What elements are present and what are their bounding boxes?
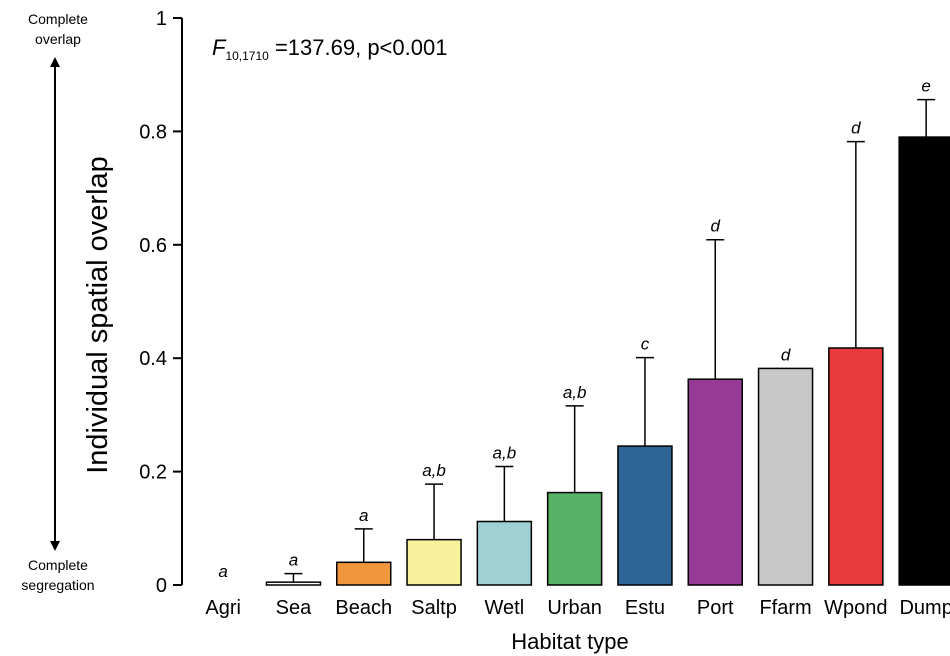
- bar-beach: [336, 561, 392, 586]
- significance-label-dump: e: [921, 77, 930, 96]
- side-label-top-line1: Complete: [28, 11, 88, 27]
- x-tick-label-wpond: Wpond: [824, 597, 887, 619]
- x-tick-label-beach: Beach: [335, 597, 392, 619]
- bar-ffarm: [757, 367, 814, 586]
- significance-label-wpond: d: [851, 119, 861, 138]
- significance-label-saltp: a,b: [422, 461, 446, 480]
- x-tick-label-agri: Agri: [205, 597, 241, 619]
- side-label-bottom-line1: Complete: [28, 557, 88, 573]
- y-tick-label-4: 0.8: [139, 121, 167, 143]
- bar-urban: [546, 491, 603, 586]
- y-tick-label-3: 0.6: [139, 235, 167, 257]
- x-axis-title: Habitat type: [511, 629, 628, 654]
- side-label-bottom-line2: segregation: [21, 577, 94, 593]
- bar-sea: [265, 581, 322, 586]
- y-tick-label-2: 0.4: [139, 348, 167, 370]
- significance-label-port: d: [711, 217, 721, 236]
- x-tick-label-urban: Urban: [547, 597, 601, 619]
- significance-label-beach: a: [359, 506, 368, 525]
- x-tick-label-port: Port: [697, 597, 734, 619]
- plot-area: 0 0.2 0.4 0.6 0.8 1 a Agri a Sea a Beach a,b Saltp a,b…: [139, 8, 950, 619]
- x-tick-label-estu: Estu: [625, 597, 665, 619]
- bar-wetl: [476, 520, 533, 586]
- bar-port: [687, 378, 743, 586]
- y-tick-label-5: 1: [156, 8, 167, 30]
- side-label-top-line2: overlap: [35, 31, 81, 47]
- y-tick-label-0: 0: [156, 575, 167, 597]
- y-axis-title: Individual spatial overlap: [82, 156, 114, 474]
- x-tick-label-saltp: Saltp: [411, 597, 457, 619]
- significance-label-ffarm: d: [781, 345, 791, 364]
- stat-subscript: 10,1710: [225, 49, 269, 63]
- stat-symbol: F: [212, 35, 227, 60]
- bar-estu: [617, 445, 673, 586]
- bar-dump: [898, 136, 950, 586]
- significance-label-agri: a: [218, 562, 227, 581]
- x-tick-label-sea: Sea: [276, 597, 312, 619]
- stat-rest: =137.69, p<0.001: [269, 35, 448, 60]
- bar-wpond: [828, 347, 884, 586]
- significance-label-urban: a,b: [563, 383, 587, 402]
- stat-annotation: F10,1710 =137.69, p<0.001: [212, 35, 447, 63]
- x-tick-label-ffarm: Ffarm: [759, 597, 811, 619]
- x-tick-label-dump: Dump: [899, 597, 950, 619]
- bar-saltp: [406, 538, 462, 586]
- significance-label-sea: a: [289, 551, 298, 570]
- y-tick-label-1: 0.2: [139, 462, 167, 484]
- x-tick-label-wetl: Wetl: [485, 597, 525, 619]
- significance-label-wetl: a,b: [493, 443, 517, 462]
- significance-label-estu: c: [641, 335, 650, 354]
